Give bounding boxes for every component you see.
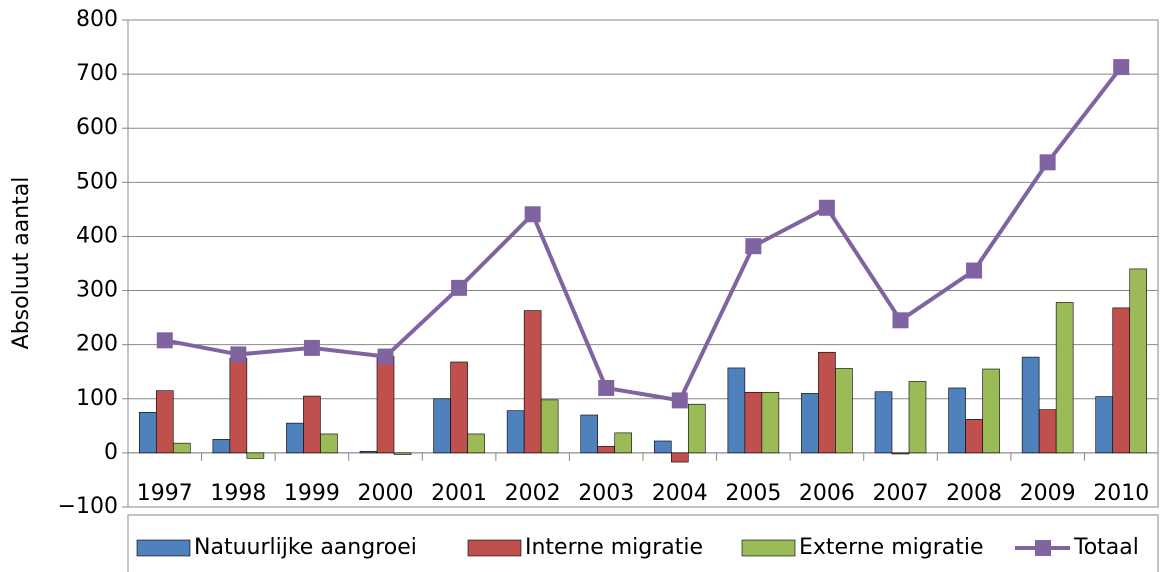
line-marker <box>966 262 983 279</box>
bar <box>540 399 559 454</box>
bar <box>653 440 672 454</box>
legend-swatch <box>1035 540 1051 556</box>
line-marker <box>377 348 394 365</box>
legend-swatch <box>136 539 191 557</box>
bar <box>597 446 616 454</box>
y-tick-label: 700 <box>76 61 118 86</box>
y-tick-label: −100 <box>58 494 118 519</box>
bar <box>212 439 231 454</box>
bar <box>948 387 966 454</box>
legend-label: Externe migratie <box>799 535 984 560</box>
line-marker <box>598 379 615 396</box>
legend-label: Natuurlijke aangroei <box>194 535 417 560</box>
bar <box>1055 302 1074 454</box>
x-tick-label: 1997 <box>137 481 193 506</box>
bar <box>506 410 525 454</box>
x-tick-label: 2001 <box>431 481 487 506</box>
bar <box>908 381 927 454</box>
bar <box>670 452 689 463</box>
bar <box>818 351 836 454</box>
bar <box>286 422 304 454</box>
x-tick-label: 2002 <box>505 481 561 506</box>
bar <box>172 442 191 454</box>
line-marker <box>230 346 247 363</box>
bar <box>580 414 599 454</box>
y-tick-label: 100 <box>76 386 118 411</box>
line-marker <box>818 199 835 216</box>
x-tick-label: 2007 <box>873 481 929 506</box>
bar <box>450 361 468 454</box>
x-tick-label: 2006 <box>799 481 855 506</box>
line-marker <box>1039 154 1056 171</box>
line-marker <box>156 332 173 349</box>
bar <box>744 391 763 454</box>
bar <box>1112 307 1131 454</box>
bar <box>687 403 706 454</box>
bar <box>376 356 395 454</box>
x-tick-label: 2010 <box>1093 481 1149 506</box>
bar <box>467 433 485 454</box>
y-tick-label: 600 <box>76 115 118 140</box>
x-tick-label: 2005 <box>725 481 781 506</box>
y-tick-label: 800 <box>76 7 118 32</box>
legend-label: Totaal <box>1073 535 1139 560</box>
line-marker <box>1113 59 1130 76</box>
x-tick-label: 1998 <box>210 481 266 506</box>
x-tick-label: 2004 <box>652 481 708 506</box>
bar <box>1095 396 1114 454</box>
bar <box>982 368 1000 454</box>
bar <box>393 452 412 455</box>
bar <box>303 395 321 454</box>
bar <box>835 368 853 454</box>
x-tick-label: 2009 <box>1020 481 1076 506</box>
bar <box>965 419 983 454</box>
bar <box>155 390 174 454</box>
legend-swatch <box>741 539 796 557</box>
x-tick-label: 1999 <box>284 481 340 506</box>
x-tick-label: 2000 <box>358 481 414 506</box>
y-tick-label: 300 <box>76 278 118 303</box>
line-marker <box>524 206 541 223</box>
bar <box>359 450 378 454</box>
bar <box>761 391 780 454</box>
x-tick-label: 2003 <box>578 481 634 506</box>
bar <box>1021 356 1040 454</box>
bar <box>614 432 633 454</box>
bar <box>727 367 746 454</box>
plot-area <box>127 19 1159 508</box>
y-tick-label: 400 <box>76 223 118 248</box>
bar <box>523 310 542 454</box>
bar <box>1038 409 1057 454</box>
bar <box>891 452 910 455</box>
bar <box>433 398 451 454</box>
legend-label: Interne migratie <box>525 535 703 560</box>
line-marker <box>745 238 762 255</box>
bar <box>229 357 248 454</box>
line-marker <box>451 279 468 296</box>
legend-swatch <box>467 539 522 557</box>
bar <box>1129 268 1148 454</box>
y-tick-label: 200 <box>76 332 118 357</box>
y-tick-label: 0 <box>104 440 118 465</box>
bar <box>246 452 265 459</box>
line <box>164 65 1123 403</box>
y-axis-label: Absoluut aantal <box>9 177 34 350</box>
bar <box>320 433 338 454</box>
line-marker <box>303 339 320 356</box>
line-marker <box>671 392 688 409</box>
bar <box>874 391 893 454</box>
bar <box>138 412 157 454</box>
y-tick-label: 500 <box>76 169 118 194</box>
legend-box <box>127 514 1159 572</box>
line-marker <box>892 312 909 329</box>
bar <box>801 393 819 454</box>
x-tick-label: 2008 <box>946 481 1002 506</box>
